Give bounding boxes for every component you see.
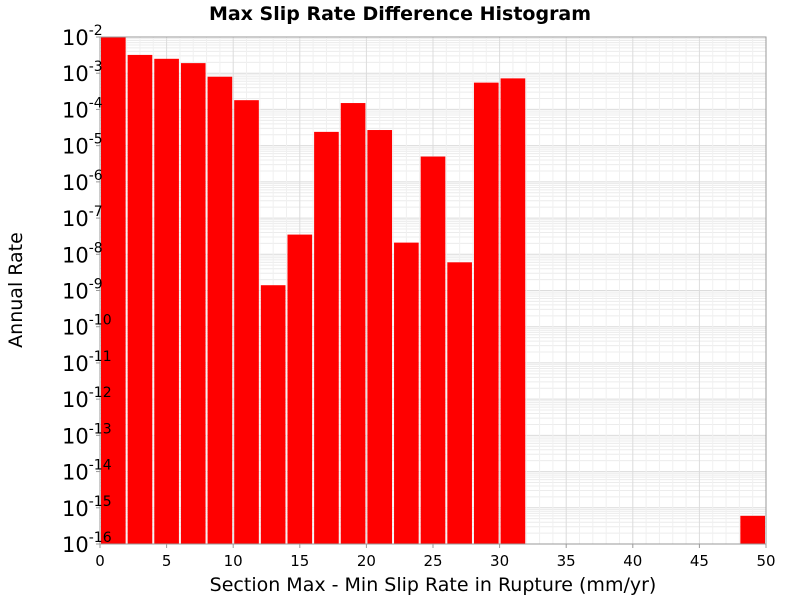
y-tick-label: 10-10: [62, 313, 112, 340]
y-tick-label: 10-3: [62, 59, 103, 86]
histogram-bar: [500, 78, 526, 544]
y-tick-label: 10-5: [62, 132, 103, 159]
histogram-bar: [234, 100, 259, 545]
histogram-bar: [473, 82, 499, 544]
y-tick-label: 10-9: [62, 277, 103, 304]
x-tick-label: 40: [623, 552, 642, 570]
histogram-bar: [260, 285, 286, 544]
x-tick-label: 20: [357, 552, 376, 570]
histogram-bar: [740, 515, 765, 544]
x-axis-ticks: 0 5 10 15 20 25 30 35 40 45 50: [95, 544, 776, 570]
histogram-bar: [447, 262, 472, 544]
y-axis-label: Annual Rate: [5, 232, 27, 348]
chart-title: Max Slip Rate Difference Histogram: [209, 3, 591, 25]
histogram-bar: [420, 156, 446, 545]
histogram-bar: [180, 63, 206, 545]
x-tick-label: 45: [690, 552, 709, 570]
histogram-bar: [207, 76, 233, 544]
x-tick-label: 0: [95, 552, 105, 570]
x-tick-label: 35: [557, 552, 576, 570]
histogram-bar: [101, 37, 126, 544]
histogram-bar: [287, 234, 313, 544]
histogram-bar: [314, 131, 339, 544]
x-tick-label: 25: [423, 552, 442, 570]
y-tick-label: 10-6: [62, 168, 103, 195]
y-tick-label: 10-2: [62, 23, 103, 50]
y-tick-label: 10-14: [62, 458, 112, 485]
histogram-bar: [394, 242, 419, 545]
histogram-bar: [340, 103, 366, 545]
histogram-bar: [154, 58, 179, 545]
x-tick-label: 15: [290, 552, 309, 570]
y-tick-label: 10-4: [62, 95, 103, 122]
y-tick-label: 10-12: [62, 385, 112, 412]
y-tick-label: 10-16: [62, 530, 112, 557]
x-tick-label: 30: [490, 552, 509, 570]
bars: [101, 37, 765, 545]
x-tick-label: 5: [162, 552, 172, 570]
x-tick-label: 50: [756, 552, 775, 570]
y-tick-label: 10-13: [62, 421, 112, 448]
y-tick-label: 10-15: [62, 494, 112, 521]
y-tick-label: 10-8: [62, 240, 103, 267]
histogram-bar: [127, 54, 153, 544]
y-axis-ticks: 10-2 10-3 10-4 10-5 10-6 10-7 10-8 10-9 10-10 10-…: [62, 23, 112, 557]
histogram-bar: [367, 130, 393, 544]
y-tick-label: 10-7: [62, 204, 103, 231]
y-tick-label: 10-11: [62, 349, 112, 376]
x-axis-label: Section Max - Min Slip Rate in Rupture (…: [210, 574, 657, 596]
x-tick-label: 10: [224, 552, 243, 570]
